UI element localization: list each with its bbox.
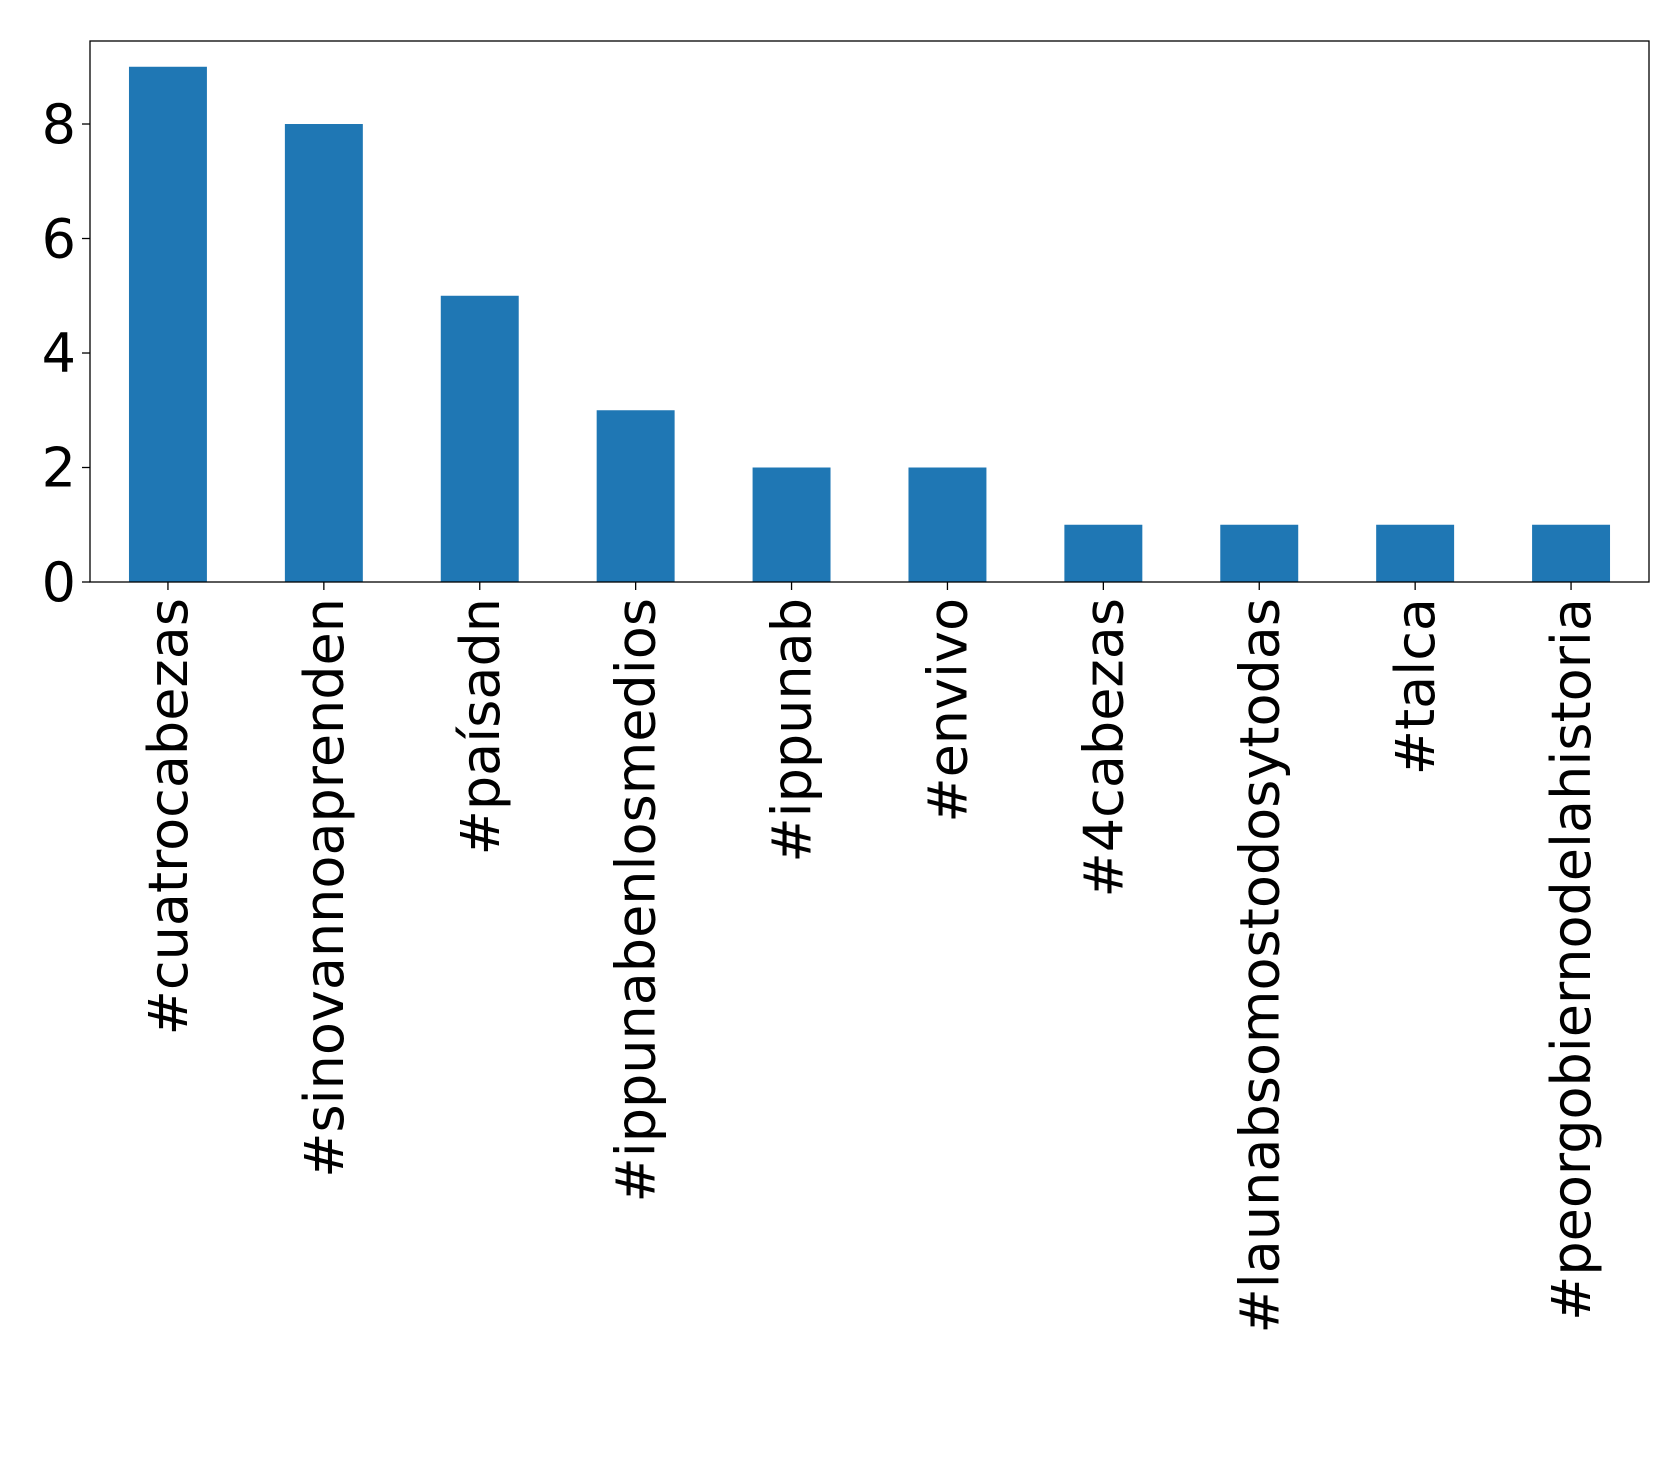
bar-envivo bbox=[908, 467, 987, 582]
bar-paísadn bbox=[440, 295, 519, 582]
y-axis: 0 2 4 6 8 bbox=[42, 93, 90, 614]
bar-ippunabenlosmedios bbox=[596, 410, 675, 582]
x-tick-label: #paísadn bbox=[449, 598, 512, 855]
bar-cuatrocabezas bbox=[128, 66, 207, 582]
x-tick-label: #peorgobiernodelahistoria bbox=[1540, 598, 1603, 1321]
x-tick-label: #4cabezas bbox=[1072, 598, 1135, 897]
bar-4cabezas bbox=[1064, 524, 1143, 582]
bar-sinovannoaprenden bbox=[284, 124, 363, 582]
plot-frame bbox=[89, 40, 1650, 583]
x-axis: #cuatrocabezas #sinovannoaprenden #paísadn… bbox=[137, 582, 1603, 1333]
bar-peorgobiernodelahistoria bbox=[1532, 524, 1611, 582]
bars-group bbox=[128, 66, 1611, 582]
y-tick-label: 2 bbox=[42, 437, 76, 500]
bar-talca bbox=[1376, 524, 1455, 582]
x-tick-label: #launabsomostodosytodas bbox=[1228, 598, 1291, 1333]
x-tick-label: #sinovannoaprenden bbox=[293, 598, 356, 1178]
x-tick-label: #ippunabenlosmedios bbox=[605, 598, 668, 1203]
x-tick-label: #talca bbox=[1384, 598, 1447, 775]
bar-launabsomostodosytodas bbox=[1220, 524, 1299, 582]
bar-ippunab bbox=[752, 467, 831, 582]
x-tick-label: #ippunab bbox=[761, 598, 824, 863]
x-tick-label: #envivo bbox=[916, 598, 979, 823]
y-tick-label: 0 bbox=[42, 551, 76, 614]
x-tick-label: #cuatrocabezas bbox=[137, 598, 200, 1035]
y-tick-label: 8 bbox=[42, 93, 76, 156]
y-tick-label: 6 bbox=[42, 208, 76, 271]
y-tick-label: 4 bbox=[42, 322, 76, 385]
